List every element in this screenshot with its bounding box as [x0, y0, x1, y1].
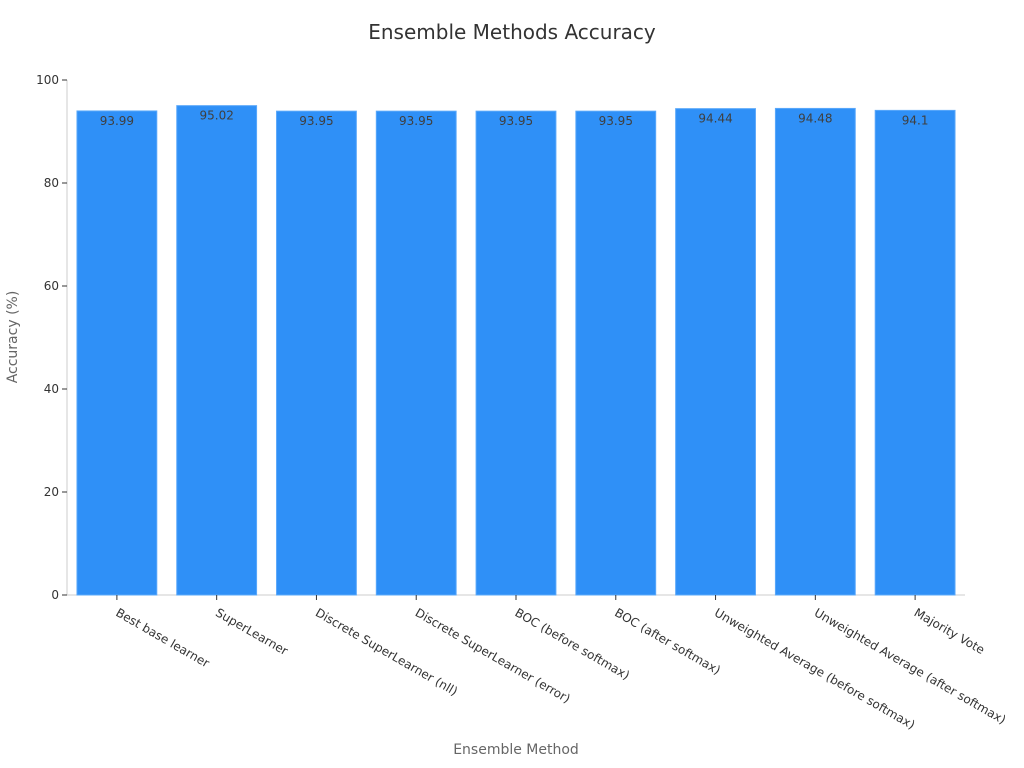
bar [176, 105, 258, 596]
bar [475, 110, 557, 596]
x-tick-label: Discrete SuperLearner (error) [413, 605, 573, 705]
bar [76, 110, 158, 596]
x-tick-label: Best base learner [113, 605, 211, 670]
data-label: 95.02 [199, 109, 233, 123]
bar [575, 110, 657, 596]
y-tick-label: 0 [51, 588, 59, 602]
bar [874, 109, 956, 596]
y-tick-label: 80 [44, 176, 59, 190]
y-tick-label: 20 [44, 485, 59, 499]
bar [675, 108, 756, 596]
data-label: 93.95 [399, 114, 433, 128]
data-label: 93.95 [499, 114, 533, 128]
bar [276, 110, 357, 596]
data-label: 93.95 [599, 114, 633, 128]
y-tick-label: 100 [36, 73, 59, 87]
data-label: 94.48 [798, 111, 832, 125]
y-tick-label: 40 [44, 382, 59, 396]
x-tick-label: SuperLearner [213, 605, 290, 658]
chart-title: Ensemble Methods Accuracy [368, 20, 656, 44]
data-label: 94.44 [698, 112, 732, 126]
x-tick-label: BOC (after softmax) [612, 605, 723, 677]
x-tick-label: Unweighted Average (after softmax) [812, 605, 1008, 727]
x-axis-title: Ensemble Method [453, 742, 579, 758]
bar [375, 110, 457, 596]
x-tick-label: Majority Vote [912, 605, 987, 657]
y-tick-label: 60 [44, 279, 59, 293]
x-tick-label: Unweighted Average (before softmax) [712, 605, 917, 732]
data-label: 94.1 [902, 113, 929, 127]
data-label: 93.95 [299, 114, 333, 128]
data-label: 93.99 [100, 114, 134, 128]
bar [774, 107, 856, 596]
